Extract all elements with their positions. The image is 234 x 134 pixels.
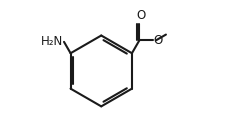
Text: O: O (153, 34, 162, 47)
Text: O: O (136, 9, 145, 22)
Text: H₂N: H₂N (41, 35, 63, 48)
